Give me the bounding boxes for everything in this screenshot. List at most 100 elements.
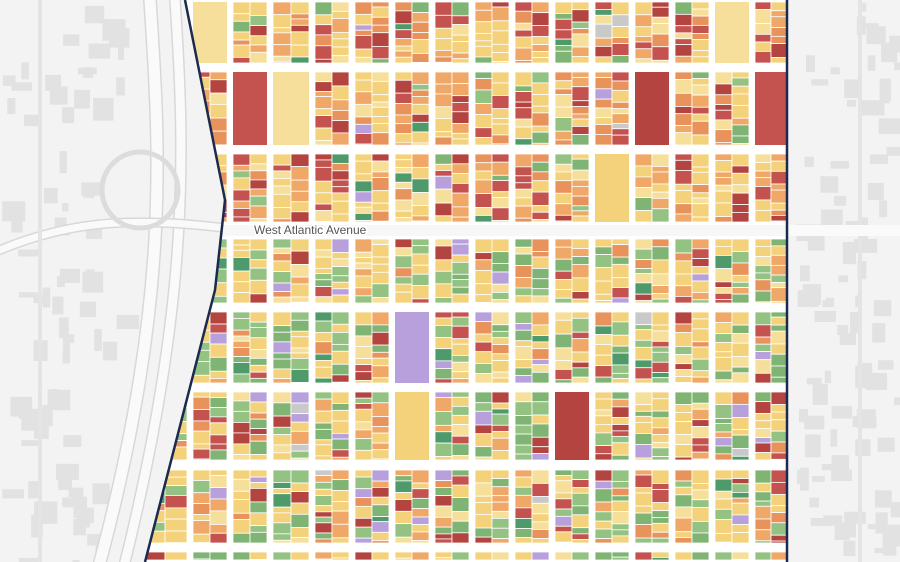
parcel <box>434 487 453 497</box>
parcel <box>272 551 292 561</box>
parcel <box>371 504 390 517</box>
parcel <box>571 71 590 78</box>
parcel <box>434 516 453 528</box>
parcel <box>249 512 268 527</box>
parcel <box>514 295 533 304</box>
parcel <box>531 94 550 107</box>
parcel <box>290 457 310 461</box>
parcel <box>354 160 373 175</box>
parcel <box>290 31 310 46</box>
building <box>102 341 118 361</box>
parcel <box>674 273 693 287</box>
parcel <box>451 469 470 477</box>
building <box>804 415 825 430</box>
parcel <box>554 319 573 335</box>
parcel <box>354 551 373 561</box>
parcel <box>770 27 787 37</box>
parcel <box>232 257 251 272</box>
parcel <box>594 415 613 425</box>
parcel <box>611 551 630 558</box>
parcel <box>491 413 510 426</box>
parcel <box>394 551 413 559</box>
parcel <box>714 190 733 204</box>
parcel <box>209 469 228 476</box>
parcel <box>531 324 550 336</box>
parcel <box>491 299 510 304</box>
parcel <box>249 44 268 53</box>
parcel <box>714 498 733 510</box>
parcel <box>354 123 373 134</box>
building <box>874 490 892 508</box>
parcel <box>514 91 533 103</box>
building <box>822 300 834 308</box>
parcel <box>192 533 211 544</box>
parcel <box>331 510 350 525</box>
parcel <box>434 348 453 362</box>
parcel <box>314 159 333 168</box>
parcel <box>290 166 310 181</box>
parcel <box>354 24 373 31</box>
parcel <box>634 457 653 461</box>
parcel <box>691 56 710 64</box>
parcel <box>394 50 413 58</box>
parcel <box>714 551 733 561</box>
parcel <box>691 153 710 168</box>
parcel <box>514 126 533 140</box>
building <box>867 182 884 201</box>
parcel <box>674 456 693 461</box>
building <box>11 82 32 91</box>
parcel <box>611 238 630 245</box>
parcel <box>232 249 251 258</box>
parcel <box>411 192 430 206</box>
parcel <box>770 10 787 18</box>
parcel <box>554 50 573 64</box>
parcel <box>491 271 510 285</box>
parcel <box>674 44 693 57</box>
parcel <box>249 364 268 373</box>
parcel <box>531 211 550 220</box>
parcel <box>754 343 772 352</box>
parcel <box>314 296 333 304</box>
parcel <box>354 403 373 410</box>
parcel <box>192 409 211 422</box>
parcel <box>394 123 413 135</box>
parcel <box>434 245 453 261</box>
building <box>24 114 39 127</box>
building <box>806 55 815 73</box>
parcel <box>290 352 310 359</box>
parcel <box>731 492 750 499</box>
parcel <box>594 254 613 269</box>
parcel <box>571 134 590 146</box>
parcel <box>634 444 653 459</box>
parcel <box>331 537 350 544</box>
parcel <box>314 444 333 457</box>
parcel <box>394 188 413 201</box>
parcel <box>714 519 733 534</box>
parcel <box>331 557 350 561</box>
building <box>93 97 114 121</box>
parcel <box>314 311 333 322</box>
parcel <box>474 259 493 271</box>
parcel <box>514 175 533 184</box>
parcel <box>434 469 453 482</box>
building <box>62 107 75 124</box>
parcel <box>770 238 787 247</box>
parcel <box>611 134 630 146</box>
parcel <box>272 207 292 220</box>
parcel <box>674 376 693 383</box>
building <box>846 99 857 107</box>
parcel <box>754 442 772 453</box>
parcel <box>514 29 533 38</box>
parcel <box>571 1 590 11</box>
parcel <box>554 551 573 561</box>
parcel <box>371 540 390 544</box>
parcel <box>314 90 333 97</box>
building <box>839 333 856 346</box>
parcel <box>754 311 772 326</box>
parcel <box>651 391 670 400</box>
building <box>82 67 94 78</box>
parcel <box>594 107 613 119</box>
parcel <box>571 195 590 207</box>
parcel <box>531 44 550 52</box>
building <box>49 86 68 105</box>
